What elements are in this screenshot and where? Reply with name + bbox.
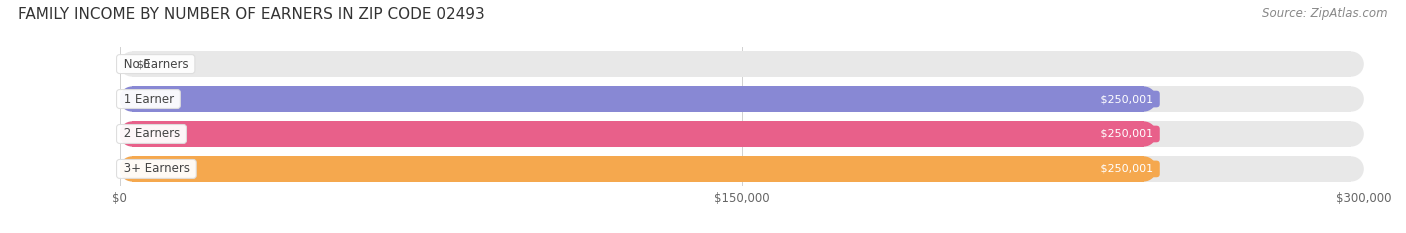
Text: $250,001: $250,001 <box>1097 94 1157 104</box>
Text: FAMILY INCOME BY NUMBER OF EARNERS IN ZIP CODE 02493: FAMILY INCOME BY NUMBER OF EARNERS IN ZI… <box>18 7 485 22</box>
Polygon shape <box>132 156 1351 182</box>
Ellipse shape <box>120 156 145 182</box>
Text: 1 Earner: 1 Earner <box>120 93 177 106</box>
Text: 3+ Earners: 3+ Earners <box>120 162 193 175</box>
Ellipse shape <box>120 86 145 112</box>
Text: $250,001: $250,001 <box>1097 129 1157 139</box>
Ellipse shape <box>1132 156 1157 182</box>
Ellipse shape <box>120 51 145 77</box>
Ellipse shape <box>120 86 145 112</box>
Ellipse shape <box>120 121 145 147</box>
Polygon shape <box>132 51 1351 77</box>
Ellipse shape <box>1339 51 1364 77</box>
Polygon shape <box>132 121 1351 147</box>
Ellipse shape <box>1339 156 1364 182</box>
Ellipse shape <box>120 156 145 182</box>
Polygon shape <box>132 121 1144 147</box>
Ellipse shape <box>1339 86 1364 112</box>
Ellipse shape <box>120 121 145 147</box>
Polygon shape <box>132 86 1351 112</box>
Text: Source: ZipAtlas.com: Source: ZipAtlas.com <box>1263 7 1388 20</box>
Ellipse shape <box>1132 86 1157 112</box>
Ellipse shape <box>1339 121 1364 147</box>
Text: $0: $0 <box>136 59 150 69</box>
Ellipse shape <box>1132 121 1157 147</box>
Text: No Earners: No Earners <box>120 58 191 71</box>
Text: $250,001: $250,001 <box>1097 164 1157 174</box>
Text: 2 Earners: 2 Earners <box>120 127 184 140</box>
Polygon shape <box>132 86 1144 112</box>
Polygon shape <box>132 156 1144 182</box>
